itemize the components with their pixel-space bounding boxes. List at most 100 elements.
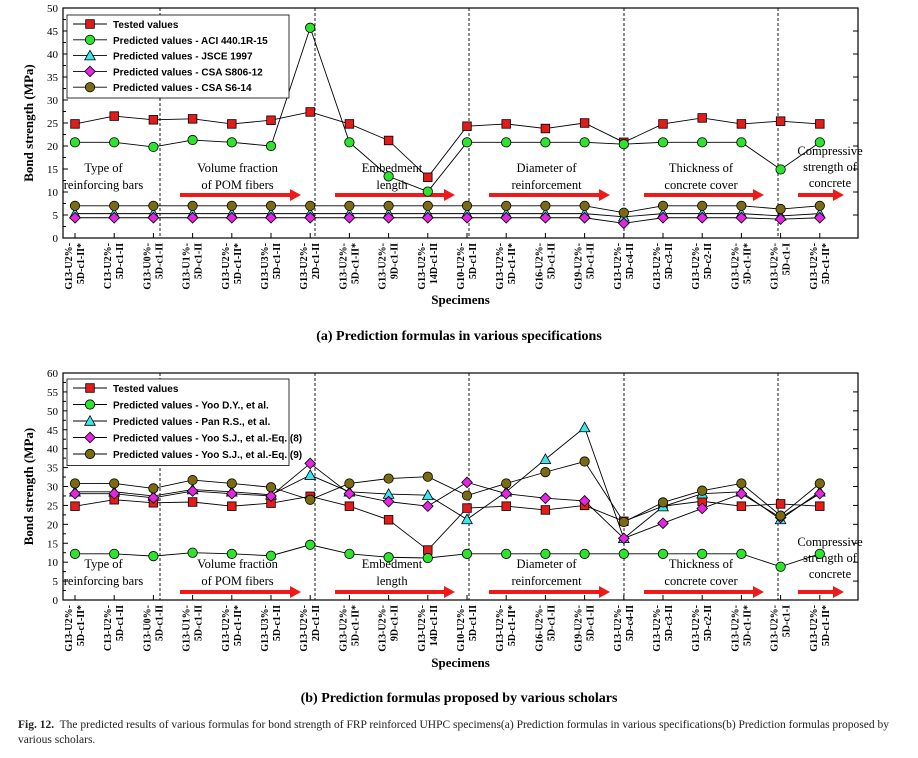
data-point-s1: [344, 548, 355, 559]
data-point-s1: [148, 551, 159, 562]
data-point-s4: [579, 200, 590, 211]
data-point-s1: [383, 171, 394, 182]
group-arrow-head: [444, 189, 455, 201]
x-tick-label: 2D-c1-II: [311, 243, 322, 279]
y-axis-label: Bond strength (MPa): [21, 64, 36, 181]
data-point-s0: [70, 501, 80, 511]
data-point-s3: [108, 211, 121, 224]
x-tick-label: C13-U2%-: [103, 243, 114, 289]
data-point-s4: [814, 200, 825, 211]
x-tick-label: 5D-c1-II: [586, 605, 597, 641]
data-point-s3: [147, 491, 160, 504]
data-point-s0: [540, 505, 551, 515]
legend-marker: [84, 34, 96, 45]
x-tick-label: 5D-c1-II: [546, 605, 557, 641]
x-tick-label: 5D-c1-II*: [233, 605, 244, 646]
series-line-0: [74, 495, 820, 551]
x-tick-label: 5D-c1-II: [586, 243, 597, 279]
y-tick-label: 10: [47, 557, 59, 569]
data-point-s3: [500, 487, 513, 500]
data-point-s3: [774, 213, 787, 226]
x-tick-label: 5D-c1-II*: [742, 605, 753, 646]
group-label: Embedment: [362, 161, 423, 175]
x-tick-label: G13-U2%-: [613, 243, 624, 290]
y-tick-label: 45: [47, 26, 59, 38]
data-point-s1: [697, 137, 708, 148]
x-tick-label: 5D-c1-II: [546, 243, 557, 279]
x-tick-label: 5D-c3-II: [664, 243, 675, 279]
y-tick-label: 50: [47, 406, 59, 418]
data-point-s3: [304, 211, 317, 224]
data-point-s3: [225, 211, 238, 224]
data-point-s1: [187, 547, 198, 558]
data-point-s3: [696, 502, 709, 515]
data-point-s3: [735, 211, 748, 224]
data-point-s4: [501, 200, 512, 211]
data-point-s3: [461, 476, 473, 489]
caption-label: Fig. 12.: [18, 719, 55, 731]
group-label: Thickness of: [669, 557, 734, 571]
data-point-s1: [109, 548, 120, 559]
data-point-s4: [540, 467, 551, 478]
data-point-s1: [305, 539, 316, 550]
data-point-s1: [579, 548, 590, 559]
data-point-s0: [305, 107, 315, 117]
x-tick-label: G16-U2%-: [534, 243, 545, 290]
data-point-s4: [148, 200, 159, 211]
x-tick-label: 5D-c1-II*: [76, 605, 87, 646]
group-label: concrete: [809, 567, 852, 581]
chart-panel-b: 0 5 10 15 20 25 30 35 40 45 50 55 60 Bond strength (M…: [21, 368, 863, 706]
chart-panel-a: 0 5 10 15 20 25 30 35 40 45 50 Bond strength (MPa) S…: [21, 3, 863, 344]
data-point-s4: [618, 516, 629, 528]
data-point-s0: [815, 501, 825, 511]
data-point-s1: [226, 548, 237, 559]
series-line-3: [75, 217, 820, 224]
data-point-s3: [696, 211, 709, 224]
group-label: Compressive: [797, 535, 863, 549]
data-point-s3: [539, 492, 552, 505]
data-point-s3: [813, 487, 826, 500]
data-point-s1: [148, 141, 159, 153]
y-tick-label: 25: [47, 500, 59, 512]
series-line-2: [75, 426, 821, 540]
group-label: Embedment: [362, 557, 423, 571]
data-point-s1: [69, 548, 81, 559]
series-line-4: [75, 461, 821, 523]
group-label: Diameter of: [516, 557, 577, 571]
data-point-s3: [147, 211, 160, 224]
y-tick-label: 35: [47, 72, 59, 84]
data-point-s1: [344, 137, 355, 148]
data-point-s3: [186, 211, 199, 224]
data-point-s4: [461, 200, 473, 211]
data-point-s4: [383, 473, 394, 484]
legend-marker: [84, 65, 96, 78]
group-label: length: [376, 574, 408, 588]
x-tick-label: G13-U2%-: [770, 605, 781, 652]
data-point-s4: [305, 200, 316, 211]
data-point-s1: [618, 139, 629, 150]
group-arrow-head: [290, 586, 301, 598]
legend-box: [66, 378, 290, 466]
x-tick-label: 5D-c1-II*: [821, 605, 832, 646]
data-point-s4: [422, 471, 433, 482]
x-tick-label: 5D-c1-I: [782, 605, 793, 637]
data-point-s0: [815, 119, 825, 129]
data-point-s1: [109, 137, 120, 148]
data-point-s1: [422, 186, 433, 197]
x-tick-label: 5D-c3-II: [664, 605, 675, 641]
y-tick-label: 20: [47, 519, 59, 531]
data-point-s1: [265, 550, 277, 561]
x-tick-label: G13-U2%-: [299, 605, 310, 652]
series-line-3: [75, 462, 821, 539]
data-point-s2: [421, 489, 434, 500]
series-line-1: [75, 26, 821, 193]
group-arrow-head: [599, 189, 610, 201]
data-point-s1: [540, 548, 551, 559]
data-point-s4: [540, 200, 551, 211]
data-point-s1: [305, 22, 316, 33]
data-point-s0: [187, 497, 198, 507]
group-label: of POM fibers: [201, 574, 273, 588]
y-tick-label: 20: [47, 141, 59, 153]
data-point-s1: [461, 548, 473, 559]
data-point-s3: [304, 457, 317, 470]
